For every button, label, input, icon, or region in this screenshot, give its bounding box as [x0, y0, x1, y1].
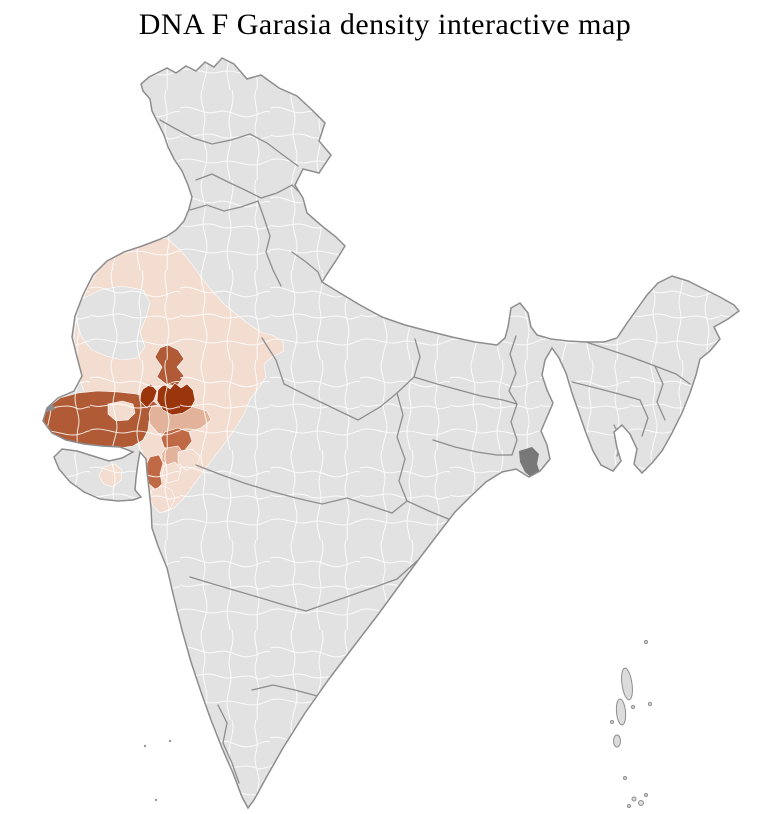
lakshadweep-islands[interactable]	[143, 739, 172, 802]
delta-dark-patch[interactable]	[519, 447, 540, 479]
map-title: DNA F Garasia density interactive map	[138, 8, 632, 41]
andaman-nicobar-islands[interactable]	[610, 640, 652, 808]
state-borders	[159, 119, 691, 784]
